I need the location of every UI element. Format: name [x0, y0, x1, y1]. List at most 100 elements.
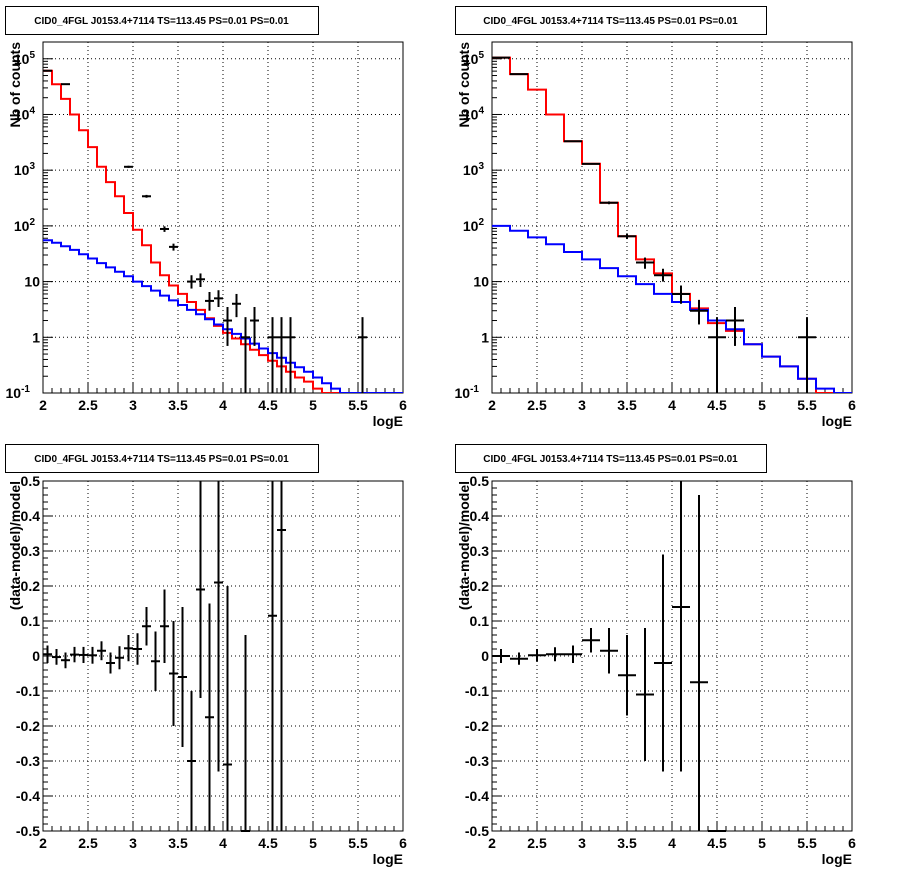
y-tick-label: 10-1: [6, 384, 31, 401]
y-tick-label: 10-1: [455, 384, 480, 401]
data-point: [223, 586, 232, 831]
data-point: [564, 140, 582, 143]
y-tick-mantissa: 10: [463, 162, 479, 178]
data-point: [187, 275, 196, 289]
x-tick-label: 3: [129, 397, 137, 413]
chart-title: CID0_4FGL J0153.4+7114 TS=113.45 PS=0.01…: [483, 16, 738, 27]
data-point: [160, 589, 169, 663]
data-point: [268, 317, 277, 393]
chart-title: CID0_4FGL J0153.4+7114 TS=113.45 PS=0.01…: [34, 454, 289, 465]
y-tick-exponent: -1: [470, 384, 479, 395]
x-axis-label: logE: [373, 413, 403, 429]
data-point: [169, 621, 178, 726]
data-point: [268, 481, 277, 831]
model-background-histogram: [492, 224, 852, 393]
x-tick-label: 3.5: [617, 835, 637, 851]
x-tick-label: 3.5: [168, 835, 188, 851]
chart-panel-2: CID0_4FGL J0153.4+7114 TS=113.45 PS=0.01…: [455, 6, 856, 429]
x-tick-label: 5: [758, 397, 766, 413]
data-point: [214, 290, 223, 307]
data-point: [564, 645, 582, 663]
x-tick-label: 2: [39, 397, 47, 413]
data-point: [61, 83, 70, 86]
x-tick-label: 3.5: [617, 397, 637, 413]
data-point: [600, 628, 618, 674]
data-point: [79, 646, 88, 663]
y-tick-mantissa: 10: [463, 51, 479, 67]
y-tick-exponent: 3: [478, 161, 484, 172]
data-point: [133, 633, 142, 665]
y-tick-label: 105: [463, 50, 485, 67]
title-box: [455, 444, 767, 473]
data-point: [672, 481, 690, 772]
x-tick-label: 4: [219, 835, 227, 851]
chart-panel-1: CID0_4FGL J0153.4+7114 TS=113.45 PS=0.01…: [5, 6, 407, 429]
model-total-histogram: [43, 69, 340, 393]
data-point: [178, 607, 187, 747]
data-point: [205, 292, 214, 311]
y-tick-label: 0: [481, 648, 489, 664]
plot-frame: [42, 480, 404, 832]
y-tick-mantissa: 10: [455, 385, 471, 401]
y-tick-label: 0.2: [470, 578, 490, 594]
plot-frame: [491, 41, 853, 394]
y-tick-exponent: 3: [29, 161, 35, 172]
y-tick-label: -0.4: [465, 788, 489, 804]
data-point: [798, 317, 816, 393]
x-tick-label: 4: [219, 397, 227, 413]
x-tick-label: 2: [488, 835, 496, 851]
chart-panel-3: CID0_4FGL J0153.4+7114 TS=113.45 PS=0.01…: [5, 444, 407, 867]
data-point: [151, 631, 160, 691]
data-point: [636, 628, 654, 761]
x-tick-label: 5: [309, 835, 317, 851]
data-point: [250, 306, 259, 346]
data-point: [636, 257, 654, 269]
data-point: [286, 317, 295, 393]
y-tick-label: -0.3: [465, 753, 489, 769]
y-tick-label: 102: [463, 217, 485, 234]
data-point: [142, 194, 151, 198]
data-point: [708, 317, 726, 393]
y-tick-label: -0.1: [16, 683, 40, 699]
y-tick-label: 0.4: [21, 508, 41, 524]
data-point: [88, 646, 97, 664]
y-axis-label: (data-model)/model: [7, 481, 23, 610]
data-point: [546, 647, 564, 662]
data-point: [600, 201, 618, 205]
y-tick-label: -0.2: [16, 718, 40, 734]
data-point: [726, 306, 744, 346]
y-tick-label: 0.2: [21, 578, 41, 594]
data-point: [142, 607, 151, 646]
y-tick-mantissa: 10: [463, 218, 479, 234]
x-tick-label: 4.5: [258, 397, 278, 413]
chart-panel-4: CID0_4FGL J0153.4+7114 TS=113.45 PS=0.01…: [455, 444, 856, 867]
y-tick-label: 105: [14, 50, 36, 67]
data-point: [582, 162, 600, 165]
y-tick-exponent: 4: [478, 105, 484, 116]
x-tick-label: 4.5: [258, 835, 278, 851]
y-tick-label: -0.5: [16, 823, 40, 839]
title-box: [5, 6, 319, 35]
y-tick-mantissa: 10: [14, 51, 30, 67]
x-tick-label: 5.5: [797, 397, 817, 413]
y-tick-exponent: -1: [21, 384, 30, 395]
y-tick-label: 103: [463, 161, 485, 178]
y-tick-mantissa: 10: [14, 162, 30, 178]
data-point: [124, 165, 133, 168]
data-point: [582, 628, 600, 653]
data-point: [196, 481, 205, 698]
y-tick-label: 0: [32, 648, 40, 664]
y-tick-label: -0.1: [465, 683, 489, 699]
data-point: [241, 635, 250, 832]
data-point: [187, 691, 196, 831]
data-point: [196, 273, 205, 287]
x-tick-label: 4.5: [707, 397, 727, 413]
y-tick-mantissa: 10: [463, 106, 479, 122]
data-point: [124, 635, 133, 662]
data-point: [223, 306, 232, 346]
x-tick-label: 6: [848, 835, 856, 851]
y-axis-label: (data-model)/model: [456, 481, 472, 610]
data-point: [618, 233, 636, 240]
y-tick-label: 10: [473, 274, 489, 290]
